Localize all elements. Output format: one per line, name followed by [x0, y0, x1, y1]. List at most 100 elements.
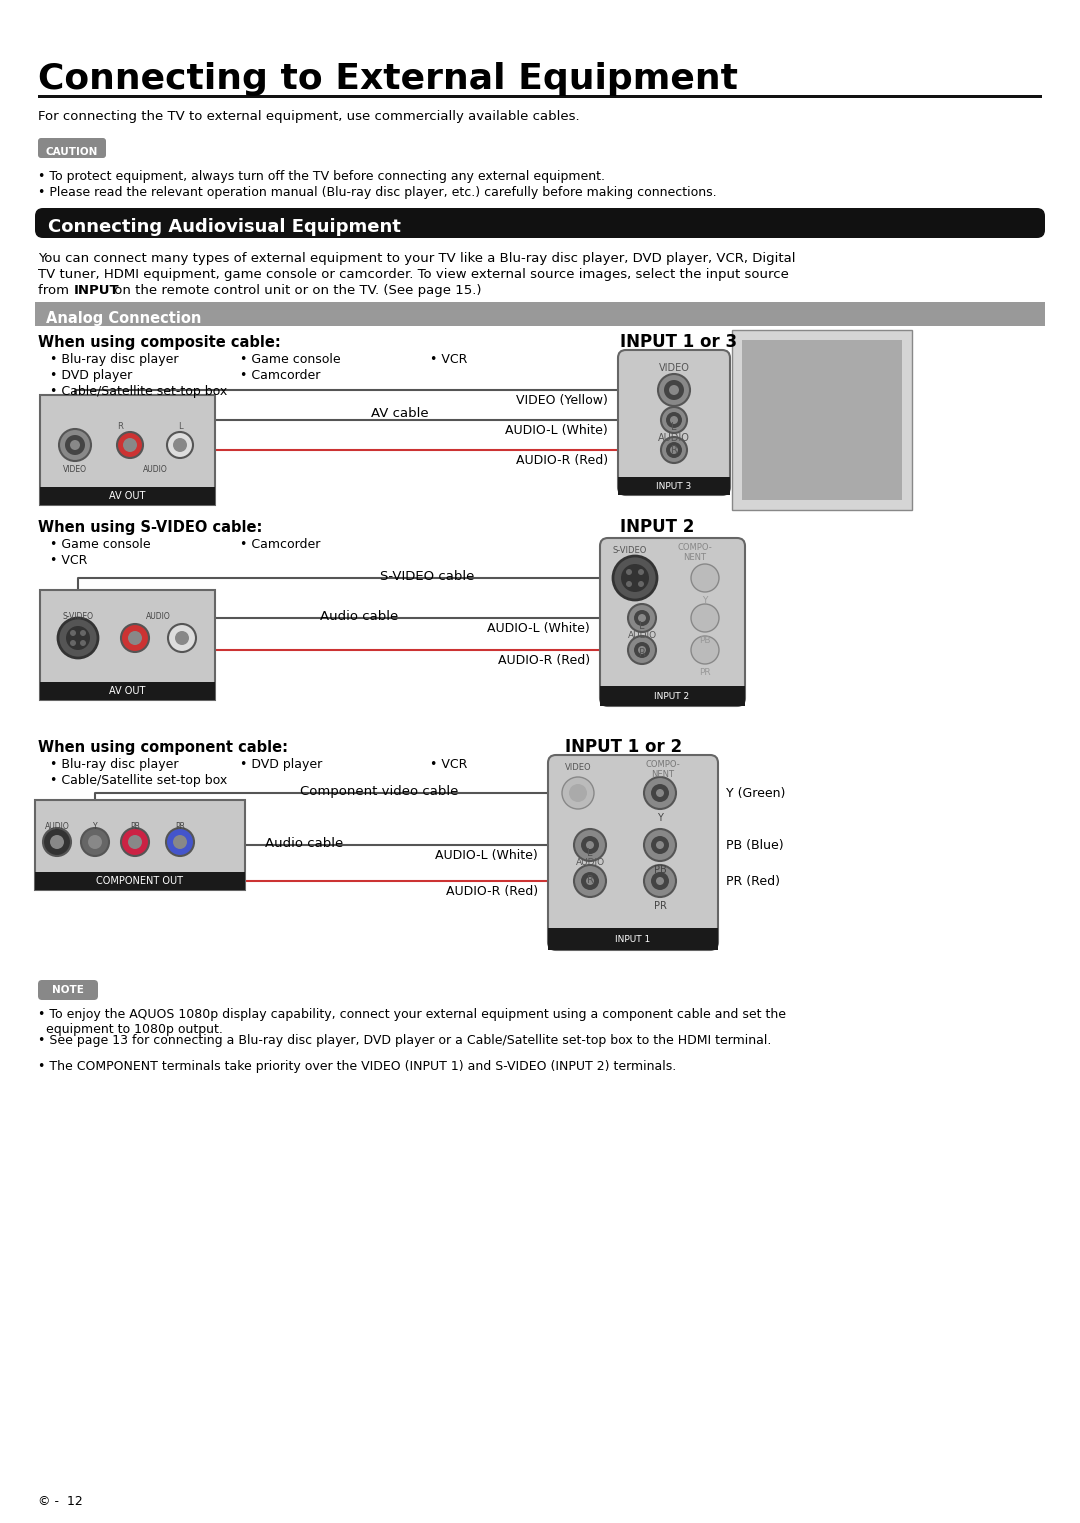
Text: • To protect equipment, always turn off the TV before connecting any external eq: • To protect equipment, always turn off … — [38, 171, 605, 183]
Circle shape — [80, 631, 86, 637]
Circle shape — [70, 631, 76, 637]
Circle shape — [129, 835, 141, 848]
Circle shape — [634, 643, 650, 658]
Text: COMPO-
NENT: COMPO- NENT — [646, 760, 680, 780]
Text: PR: PR — [653, 902, 666, 911]
Circle shape — [656, 841, 664, 848]
Bar — [38, 94, 1042, 97]
Text: • Cable/Satellite set-top box: • Cable/Satellite set-top box — [50, 774, 227, 787]
Circle shape — [691, 564, 719, 592]
Circle shape — [43, 829, 71, 856]
Text: PR: PR — [699, 669, 711, 678]
Text: AUDIO: AUDIO — [627, 631, 657, 640]
Text: PR (Red): PR (Red) — [726, 874, 780, 888]
Text: AUDIO: AUDIO — [576, 857, 605, 867]
Circle shape — [168, 624, 195, 652]
Text: S-VIDEO cable: S-VIDEO cable — [380, 570, 474, 583]
Circle shape — [59, 429, 91, 461]
Circle shape — [666, 413, 681, 428]
Text: When using composite cable:: When using composite cable: — [38, 335, 281, 350]
FancyBboxPatch shape — [548, 755, 718, 950]
Circle shape — [661, 407, 687, 433]
Text: L: L — [588, 848, 593, 857]
Circle shape — [644, 777, 676, 809]
Text: AV OUT: AV OUT — [109, 490, 145, 501]
Circle shape — [656, 789, 664, 797]
FancyBboxPatch shape — [618, 350, 730, 495]
Bar — [618, 477, 730, 495]
Bar — [40, 394, 215, 506]
Text: VIDEO: VIDEO — [659, 362, 689, 373]
Text: AV OUT: AV OUT — [109, 685, 145, 696]
Text: • Blu-ray disc player: • Blu-ray disc player — [50, 353, 178, 366]
Text: Audio cable: Audio cable — [265, 838, 343, 850]
Circle shape — [58, 618, 98, 658]
Text: AUDIO: AUDIO — [143, 465, 167, 474]
Bar — [548, 928, 718, 950]
Text: • Please read the relevant operation manual (Blu-ray disc player, etc.) carefull: • Please read the relevant operation man… — [38, 186, 717, 200]
Circle shape — [167, 433, 193, 458]
Circle shape — [644, 829, 676, 860]
Text: AUDIO-R (Red): AUDIO-R (Red) — [516, 454, 608, 468]
Circle shape — [638, 580, 644, 586]
Text: Y: Y — [93, 822, 97, 832]
Text: R: R — [638, 647, 646, 658]
Circle shape — [123, 439, 137, 452]
Text: • See page 13 for connecting a Blu-ray disc player, DVD player or a Cable/Satell: • See page 13 for connecting a Blu-ray d… — [38, 1034, 771, 1046]
FancyBboxPatch shape — [600, 538, 745, 707]
Text: COMPONENT OUT: COMPONENT OUT — [96, 876, 184, 886]
Bar — [35, 800, 245, 889]
Text: For connecting the TV to external equipment, use commercially available cables.: For connecting the TV to external equipm… — [38, 110, 580, 123]
Text: • DVD player: • DVD player — [240, 758, 322, 771]
Circle shape — [121, 829, 149, 856]
Text: Audio cable: Audio cable — [320, 611, 399, 623]
Circle shape — [175, 631, 189, 646]
Text: • Camcorder: • Camcorder — [240, 369, 321, 382]
Text: S-VIDEO: S-VIDEO — [63, 612, 94, 621]
Text: • Camcorder: • Camcorder — [240, 538, 321, 551]
Circle shape — [644, 865, 676, 897]
Circle shape — [569, 784, 588, 803]
Text: Y (Green): Y (Green) — [726, 786, 785, 800]
Circle shape — [638, 646, 646, 653]
Text: • DVD player: • DVD player — [50, 369, 132, 382]
Text: R: R — [586, 876, 593, 885]
Circle shape — [670, 416, 678, 423]
Text: VIDEO: VIDEO — [565, 763, 592, 772]
Text: Y: Y — [702, 595, 707, 605]
Circle shape — [627, 637, 656, 664]
Circle shape — [656, 877, 664, 885]
Text: TV tuner, HDMI equipment, game console or camcorder. To view external source ima: TV tuner, HDMI equipment, game console o… — [38, 268, 788, 282]
Text: CAUTION: CAUTION — [45, 148, 98, 157]
Circle shape — [638, 570, 644, 576]
Text: AUDIO: AUDIO — [44, 822, 69, 832]
Circle shape — [621, 564, 649, 592]
Bar — [732, 330, 912, 510]
Circle shape — [573, 829, 606, 860]
Text: S-VIDEO: S-VIDEO — [612, 547, 647, 554]
Text: • The COMPONENT terminals take priority over the VIDEO (INPUT 1) and S-VIDEO (IN: • The COMPONENT terminals take priority … — [38, 1060, 676, 1074]
Circle shape — [661, 437, 687, 463]
Circle shape — [70, 640, 76, 646]
Text: PB: PB — [130, 822, 140, 832]
Circle shape — [613, 556, 657, 600]
Text: INPUT: INPUT — [75, 283, 120, 297]
Circle shape — [80, 640, 86, 646]
Bar — [40, 589, 215, 701]
Text: • Game console: • Game console — [50, 538, 150, 551]
Circle shape — [81, 829, 109, 856]
Text: PB: PB — [699, 637, 711, 646]
Circle shape — [581, 873, 599, 889]
Circle shape — [129, 631, 141, 646]
Text: • VCR: • VCR — [50, 554, 87, 567]
Circle shape — [651, 873, 669, 889]
Bar — [40, 487, 215, 506]
Text: L: L — [639, 621, 645, 631]
Text: Analog Connection: Analog Connection — [46, 311, 201, 326]
Text: When using S-VIDEO cable:: When using S-VIDEO cable: — [38, 519, 262, 535]
Text: VIDEO (Yellow): VIDEO (Yellow) — [516, 394, 608, 407]
Text: AUDIO-L (White): AUDIO-L (White) — [487, 621, 590, 635]
Text: AUDIO-L (White): AUDIO-L (White) — [435, 848, 538, 862]
Text: Connecting to External Equipment: Connecting to External Equipment — [38, 62, 738, 96]
Circle shape — [562, 777, 594, 809]
